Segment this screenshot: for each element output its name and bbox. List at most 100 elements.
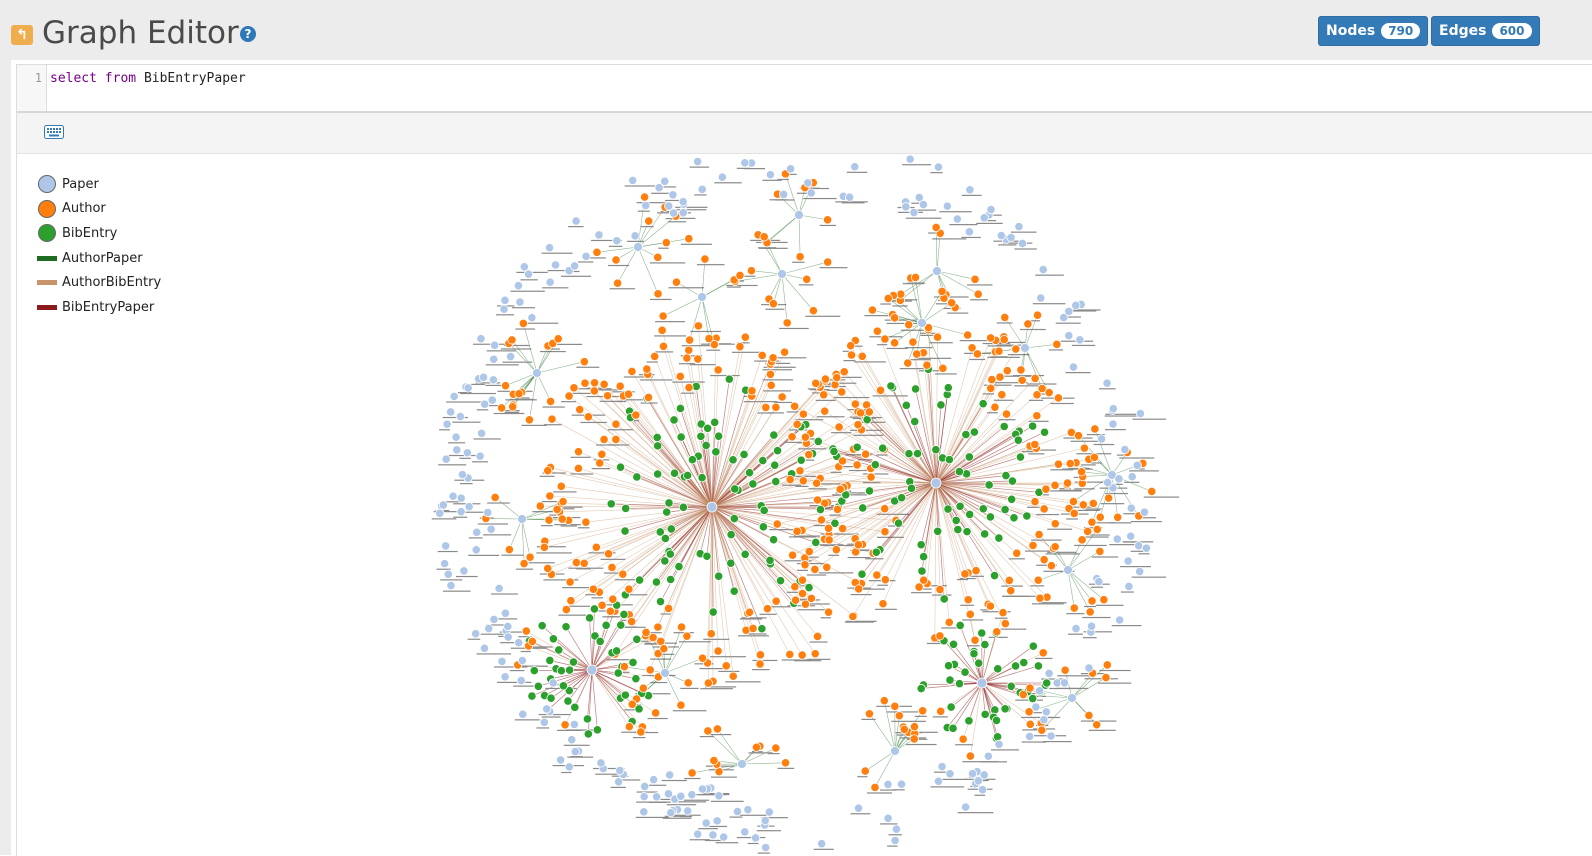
author-node[interactable] — [581, 379, 589, 387]
author-node[interactable] — [1090, 453, 1098, 461]
author-node[interactable] — [544, 564, 552, 572]
bibentry-node[interactable] — [1001, 705, 1009, 713]
paper-node[interactable] — [906, 155, 914, 163]
paper-node[interactable] — [582, 252, 590, 260]
paper-node[interactable] — [702, 819, 710, 827]
bibentry-node[interactable] — [729, 456, 737, 464]
bibentry-node[interactable] — [549, 635, 557, 643]
paper-node[interactable] — [477, 334, 485, 342]
bibentry-node[interactable] — [992, 716, 1000, 724]
author-node[interactable] — [900, 725, 908, 733]
bibentry-node[interactable] — [911, 417, 919, 425]
bibentry-node[interactable] — [629, 658, 637, 666]
author-node[interactable] — [643, 365, 651, 373]
paper-node[interactable] — [490, 615, 498, 623]
bibentry-node[interactable] — [571, 703, 579, 711]
bibentry-node[interactable] — [956, 621, 964, 629]
author-node[interactable] — [986, 602, 994, 610]
author-node[interactable] — [858, 352, 866, 360]
author-node[interactable] — [1036, 594, 1044, 602]
author-node[interactable] — [833, 505, 841, 513]
bibentry-node[interactable] — [652, 578, 660, 586]
paper-node[interactable] — [640, 782, 648, 790]
author-node[interactable] — [491, 493, 499, 501]
author-node[interactable] — [773, 520, 781, 528]
bibentry-node[interactable] — [863, 415, 871, 423]
paper-node[interactable] — [545, 243, 553, 251]
paper-node[interactable] — [1135, 567, 1143, 575]
paper-node[interactable] — [540, 718, 548, 726]
paper-node[interactable] — [516, 298, 524, 306]
author-node[interactable] — [1070, 604, 1078, 612]
author-node[interactable] — [1096, 547, 1104, 555]
author-node[interactable] — [861, 767, 869, 775]
bibentry-node[interactable] — [872, 548, 880, 556]
author-node[interactable] — [904, 359, 912, 367]
bibentry-node[interactable] — [961, 668, 969, 676]
paper-node[interactable] — [1072, 624, 1080, 632]
paper-node[interactable] — [1115, 616, 1123, 624]
paper-node[interactable] — [565, 763, 573, 771]
bibentry-node[interactable] — [546, 656, 554, 664]
author-node[interactable] — [1024, 320, 1032, 328]
bibentry-node[interactable] — [918, 567, 926, 575]
author-node[interactable] — [1093, 525, 1101, 533]
paper-node[interactable] — [477, 429, 485, 437]
author-node[interactable] — [801, 561, 809, 569]
author-node[interactable] — [854, 421, 862, 429]
paper-node[interactable] — [919, 200, 927, 208]
author-node[interactable] — [1003, 366, 1011, 374]
author-node[interactable] — [760, 233, 768, 241]
paper-node[interactable] — [518, 515, 527, 524]
bibentry-node[interactable] — [1014, 436, 1022, 444]
paper-node[interactable] — [570, 720, 578, 728]
paper-node[interactable] — [546, 278, 554, 286]
author-node[interactable] — [540, 543, 548, 551]
author-node[interactable] — [637, 728, 645, 736]
author-node[interactable] — [936, 632, 944, 640]
paper-node[interactable] — [446, 408, 454, 416]
author-node[interactable] — [1045, 388, 1053, 396]
author-node[interactable] — [880, 697, 888, 705]
author-node[interactable] — [1051, 543, 1059, 551]
paper-node[interactable] — [471, 629, 479, 637]
bibentry-node[interactable] — [547, 694, 555, 702]
author-node[interactable] — [1091, 425, 1099, 433]
author-node[interactable] — [880, 505, 888, 513]
author-node[interactable] — [722, 662, 730, 670]
paper-node[interactable] — [464, 384, 472, 392]
author-node[interactable] — [996, 373, 1004, 381]
bibentry-node[interactable] — [917, 684, 925, 692]
author-node[interactable] — [554, 335, 562, 343]
paper-node[interactable] — [741, 828, 749, 836]
paper-node[interactable] — [458, 470, 466, 478]
paper-node[interactable] — [495, 584, 503, 592]
author-node[interactable] — [756, 651, 764, 659]
author-node[interactable] — [1051, 481, 1059, 489]
bibentry-node[interactable] — [970, 428, 978, 436]
paper-node[interactable] — [934, 777, 942, 785]
paper-node[interactable] — [667, 808, 675, 816]
paper-node[interactable] — [473, 528, 481, 536]
author-node[interactable] — [1054, 460, 1062, 468]
bibentry-node[interactable] — [956, 502, 964, 510]
paper-node[interactable] — [709, 831, 717, 839]
bibentry-node[interactable] — [814, 437, 822, 445]
bibentry-node[interactable] — [980, 530, 988, 538]
bibentry-node[interactable] — [670, 416, 678, 424]
bibentry-node[interactable] — [534, 682, 542, 690]
bibentry-node[interactable] — [853, 443, 861, 451]
paper-node[interactable] — [679, 209, 687, 217]
paper-node[interactable] — [1072, 301, 1080, 309]
bibentry-node[interactable] — [703, 424, 711, 432]
bibentry-node[interactable] — [602, 621, 610, 629]
bibentry-node[interactable] — [766, 556, 774, 564]
author-node[interactable] — [1013, 549, 1021, 557]
author-node[interactable] — [580, 559, 588, 567]
paper-node[interactable] — [1039, 265, 1047, 273]
author-node[interactable] — [1033, 311, 1041, 319]
author-node[interactable] — [642, 628, 650, 636]
author-node[interactable] — [710, 756, 718, 764]
paper-node[interactable] — [452, 433, 460, 441]
bibentry-node[interactable] — [949, 640, 957, 648]
